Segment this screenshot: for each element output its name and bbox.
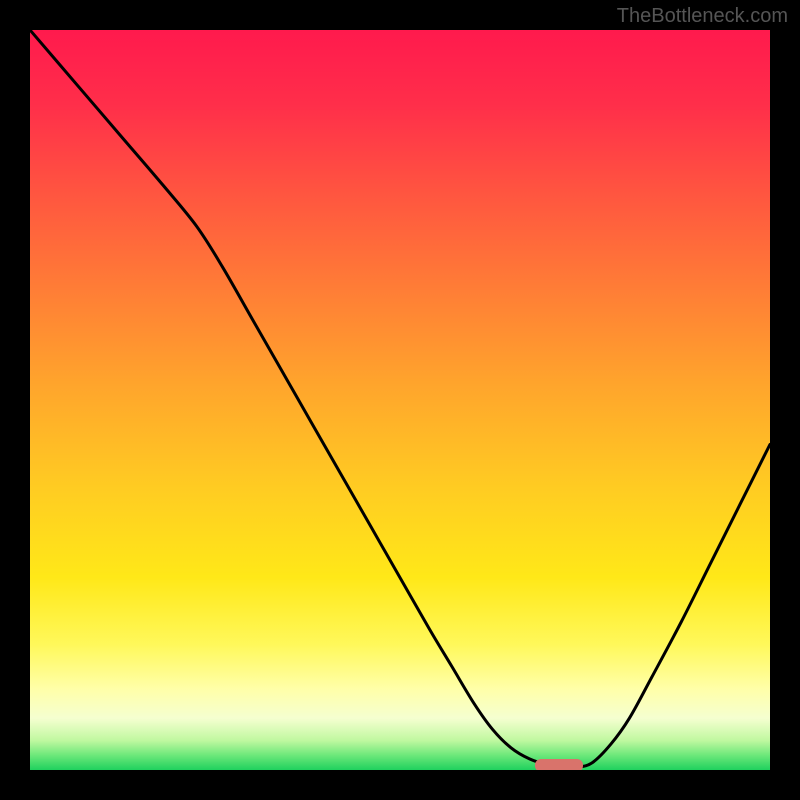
curve-layer xyxy=(30,30,770,770)
plot-area xyxy=(30,30,770,770)
watermark-text: TheBottleneck.com xyxy=(617,5,788,28)
bottleneck-curve xyxy=(30,30,770,767)
optimal-marker xyxy=(535,759,583,770)
